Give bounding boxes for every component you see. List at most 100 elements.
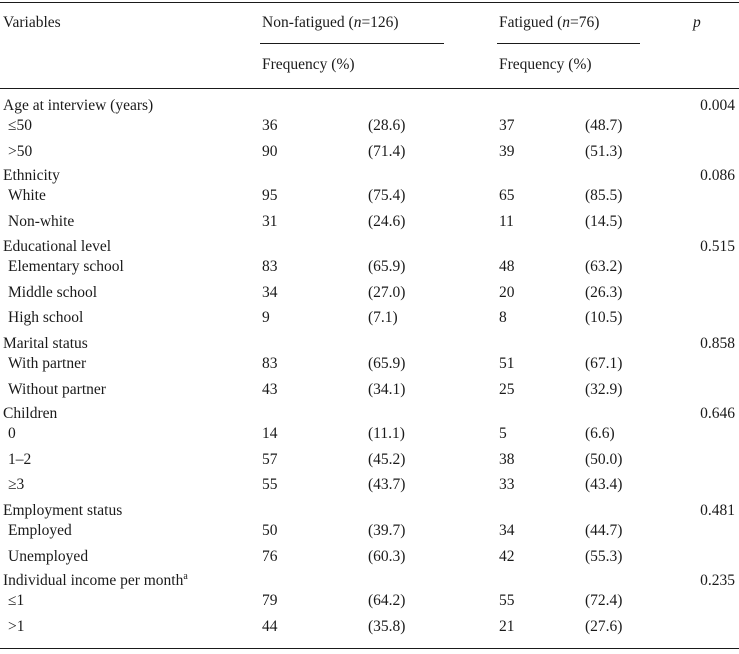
header-rule xyxy=(0,88,739,89)
footnote-marker: a xyxy=(183,571,188,582)
row-label: Unemployed xyxy=(8,548,89,565)
fatigued-count: 39 xyxy=(499,143,515,160)
fatigued-count: 33 xyxy=(499,476,515,493)
group2-rule xyxy=(497,43,640,44)
nonfatigued-count: 9 xyxy=(262,309,270,326)
header-frequency-group2: Frequency (%) xyxy=(499,56,592,73)
fatigued-count: 5 xyxy=(499,425,507,442)
section-label: Children xyxy=(3,405,58,422)
nonfatigued-count: 36 xyxy=(262,117,278,134)
section-label: Individual income per montha xyxy=(3,571,188,590)
nonfatigued-percent: (71.4) xyxy=(368,143,406,160)
fatigued-count: 38 xyxy=(499,451,515,468)
row-label: High school xyxy=(8,309,84,326)
nonfatigued-count: 50 xyxy=(262,522,278,539)
fatigued-count: 48 xyxy=(499,258,515,275)
top-rule xyxy=(0,2,739,3)
section-label: Marital status xyxy=(3,335,88,352)
nonfatigued-percent: (34.1) xyxy=(368,381,406,398)
fatigued-percent: (32.9) xyxy=(585,381,623,398)
fatigued-percent: (6.6) xyxy=(585,425,615,442)
nonfatigued-count: 31 xyxy=(262,213,278,230)
fatigued-percent: (85.5) xyxy=(585,187,623,204)
fatigued-percent: (27.6) xyxy=(585,618,623,635)
nonfatigued-percent: (11.1) xyxy=(368,425,405,442)
nonfatigued-count: 83 xyxy=(262,258,278,275)
fatigued-count: 25 xyxy=(499,381,515,398)
fatigued-count: 20 xyxy=(499,284,515,301)
row-label: >1 xyxy=(8,618,25,635)
nonfatigued-percent: (24.6) xyxy=(368,213,406,230)
header-group1: Non-fatigued (n=126) xyxy=(262,14,399,31)
nonfatigued-percent: (45.2) xyxy=(368,451,406,468)
fatigued-percent: (67.1) xyxy=(585,355,623,372)
nonfatigued-percent: (27.0) xyxy=(368,284,406,301)
nonfatigued-percent: (64.2) xyxy=(368,592,406,609)
row-label: >50 xyxy=(8,143,33,160)
fatigued-count: 51 xyxy=(499,355,515,372)
nonfatigued-count: 44 xyxy=(262,618,278,635)
nonfatigued-percent: (60.3) xyxy=(368,548,406,565)
fatigued-percent: (51.3) xyxy=(585,143,623,160)
row-label: Elementary school xyxy=(8,258,124,275)
header-p: p xyxy=(693,14,701,31)
fatigued-percent: (10.5) xyxy=(585,309,623,326)
section-label: Age at interview (years) xyxy=(3,97,154,114)
fatigued-count: 65 xyxy=(499,187,515,204)
bottom-rule xyxy=(0,648,739,649)
row-label: 0 xyxy=(8,425,16,442)
p-value: 0.004 xyxy=(700,97,735,114)
fatigued-percent: (26.3) xyxy=(585,284,623,301)
row-label: ≤50 xyxy=(8,117,33,134)
fatigued-percent: (43.4) xyxy=(585,476,623,493)
row-label: Without partner xyxy=(8,381,106,398)
fatigued-percent: (55.3) xyxy=(585,548,623,565)
p-value: 0.235 xyxy=(700,572,735,589)
section-label: Ethnicity xyxy=(3,167,60,184)
nonfatigued-count: 83 xyxy=(262,355,278,372)
nonfatigued-count: 57 xyxy=(262,451,278,468)
section-label: Employment status xyxy=(3,502,123,519)
nonfatigued-percent: (75.4) xyxy=(368,187,406,204)
fatigued-percent: (63.2) xyxy=(585,258,623,275)
fatigued-count: 37 xyxy=(499,117,515,134)
fatigued-count: 21 xyxy=(499,618,515,635)
nonfatigued-count: 76 xyxy=(262,548,278,565)
fatigued-count: 34 xyxy=(499,522,515,539)
p-value: 0.515 xyxy=(700,238,735,255)
header-frequency-group1: Frequency (%) xyxy=(262,56,355,73)
fatigued-count: 8 xyxy=(499,309,507,326)
nonfatigued-count: 43 xyxy=(262,381,278,398)
header-variables: Variables xyxy=(3,14,61,31)
row-label: Employed xyxy=(8,522,72,539)
fatigued-count: 42 xyxy=(499,548,515,565)
p-value: 0.086 xyxy=(700,167,735,184)
fatigued-percent: (72.4) xyxy=(585,592,623,609)
row-label: ≥3 xyxy=(8,476,25,493)
nonfatigued-count: 79 xyxy=(262,592,278,609)
nonfatigued-count: 95 xyxy=(262,187,278,204)
header-group2: Fatigued (n=76) xyxy=(499,14,600,31)
section-label: Educational level xyxy=(3,238,112,255)
p-value: 0.646 xyxy=(700,405,735,422)
fatigued-percent: (44.7) xyxy=(585,522,623,539)
row-label: White xyxy=(8,187,46,204)
nonfatigued-count: 90 xyxy=(262,143,278,160)
group1-rule xyxy=(260,43,444,44)
row-label: Non-white xyxy=(8,213,75,230)
fatigued-count: 11 xyxy=(499,213,514,230)
p-value: 0.858 xyxy=(700,335,735,352)
nonfatigued-count: 34 xyxy=(262,284,278,301)
fatigued-percent: (50.0) xyxy=(585,451,623,468)
nonfatigued-percent: (28.6) xyxy=(368,117,406,134)
nonfatigued-count: 14 xyxy=(262,425,278,442)
fatigued-count: 55 xyxy=(499,592,515,609)
nonfatigued-percent: (39.7) xyxy=(368,522,406,539)
nonfatigued-percent: (35.8) xyxy=(368,618,406,635)
fatigued-percent: (14.5) xyxy=(585,213,623,230)
row-label: ≤1 xyxy=(8,592,25,609)
nonfatigued-percent: (7.1) xyxy=(368,309,398,326)
row-label: Middle school xyxy=(8,284,98,301)
p-value: 0.481 xyxy=(700,502,735,519)
nonfatigued-count: 55 xyxy=(262,476,278,493)
